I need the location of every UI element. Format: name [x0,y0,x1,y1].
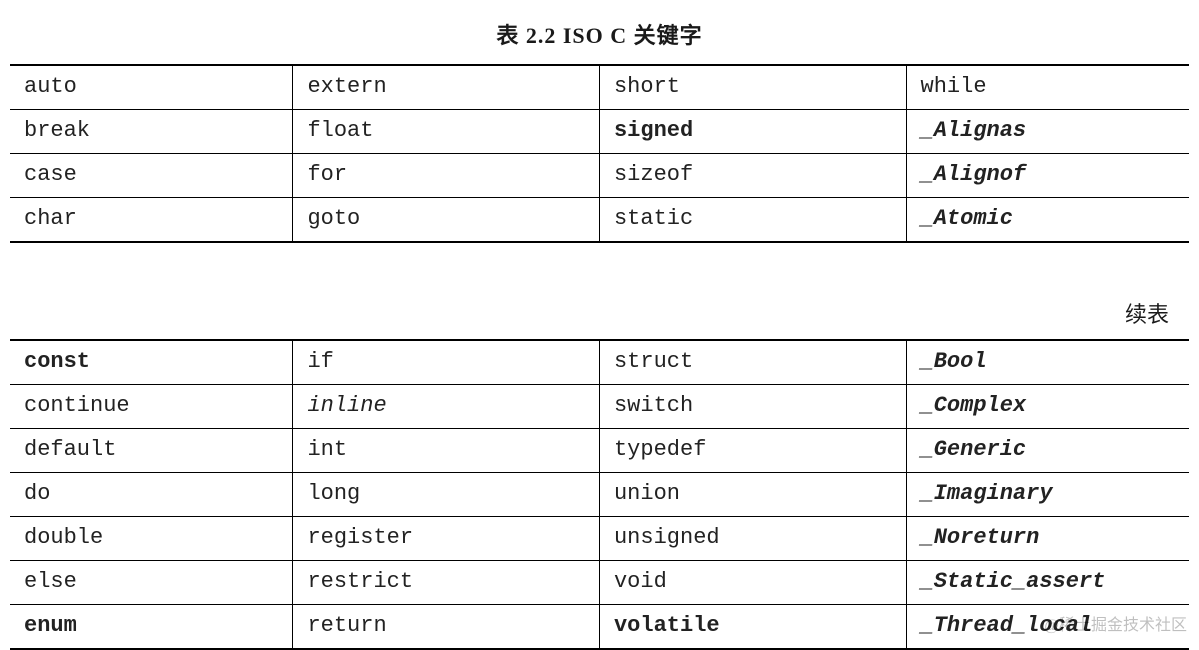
table-cell: default [10,429,293,473]
table-cell: return [293,605,600,650]
table-row: doubleregisterunsigned_Noreturn [10,517,1189,561]
table-cell: _Complex [906,385,1189,429]
keywords-table-top: autoexternshortwhilebreakfloatsigned_Ali… [10,64,1189,243]
table-cell: static [599,198,906,243]
table-gap [10,243,1189,291]
table-cell: register [293,517,600,561]
table-row: chargotostatic_Atomic [10,198,1189,243]
table-cell: goto [293,198,600,243]
table-row: constifstruct_Bool [10,340,1189,385]
table-cell: float [293,110,600,154]
table-cell: unsigned [599,517,906,561]
table-row: continueinlineswitch_Complex [10,385,1189,429]
table-cell: continue [10,385,293,429]
table-cell: _Atomic [906,198,1189,243]
table-cell: double [10,517,293,561]
table-cell: short [599,65,906,110]
table-cell: union [599,473,906,517]
table-cell: switch [599,385,906,429]
table-cell: break [10,110,293,154]
table-cell: char [10,198,293,243]
table-row: elserestrictvoid_Static_assert [10,561,1189,605]
table-cell: else [10,561,293,605]
table-cell: while [906,65,1189,110]
page: 表 2.2 ISO C 关键字 autoexternshortwhilebrea… [0,0,1199,641]
table-cell: volatile [599,605,906,650]
table-cell: int [293,429,600,473]
continued-label: 续表 [10,291,1189,339]
table-row: enumreturnvolatile_Thread_local [10,605,1189,650]
table-cell: const [10,340,293,385]
watermark: @稀土掘金技术社区 [1044,611,1187,635]
table-cell: _Bool [906,340,1189,385]
table-cell: inline [293,385,600,429]
table-cell: _Generic [906,429,1189,473]
table-cell: do [10,473,293,517]
table-cell: typedef [599,429,906,473]
table-cell: _Static_assert [906,561,1189,605]
table-caption: 表 2.2 ISO C 关键字 [10,18,1189,50]
table-cell: struct [599,340,906,385]
table-row: defaultinttypedef_Generic [10,429,1189,473]
table-cell: void [599,561,906,605]
table-row: dolongunion_Imaginary [10,473,1189,517]
table-cell: sizeof [599,154,906,198]
table-cell: _Alignas [906,110,1189,154]
table-cell: _Noreturn [906,517,1189,561]
table-cell: auto [10,65,293,110]
table-cell: if [293,340,600,385]
keywords-table-bottom: constifstruct_Boolcontinueinlineswitch_C… [10,339,1189,650]
table-cell: signed [599,110,906,154]
table-cell: long [293,473,600,517]
table-row: caseforsizeof_Alignof [10,154,1189,198]
table-cell: _Alignof [906,154,1189,198]
table-row: breakfloatsigned_Alignas [10,110,1189,154]
table-cell: _Imaginary [906,473,1189,517]
table-cell: extern [293,65,600,110]
table-cell: enum [10,605,293,650]
table-row: autoexternshortwhile [10,65,1189,110]
table-cell: restrict [293,561,600,605]
table-cell: for [293,154,600,198]
table-cell: case [10,154,293,198]
